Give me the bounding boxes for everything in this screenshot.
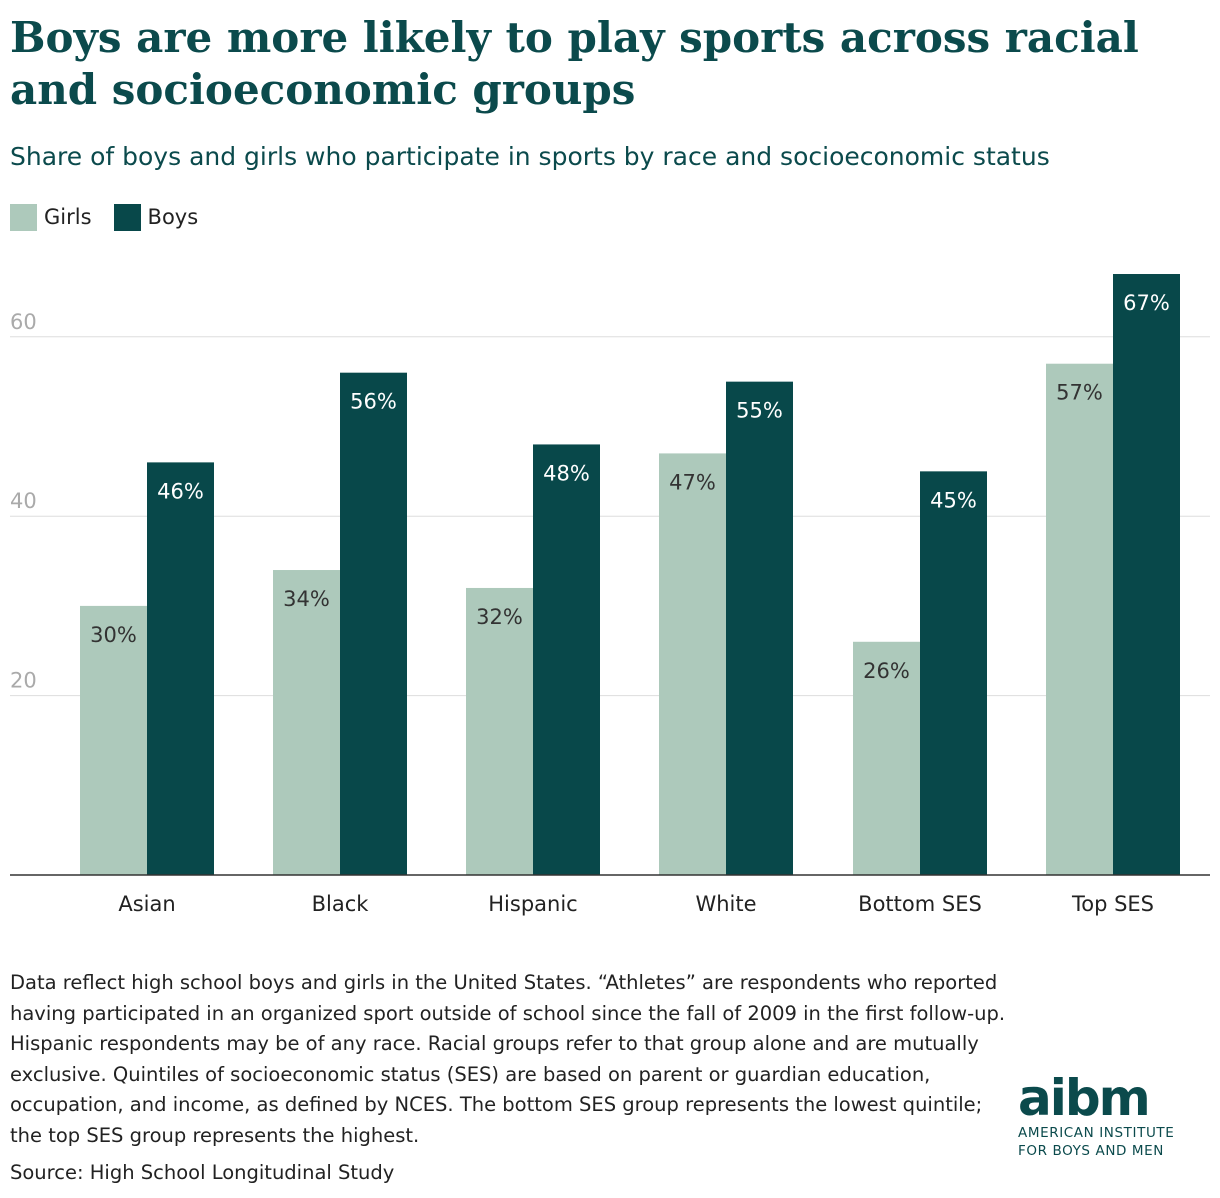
logo-wordmark: aibm [1018,1069,1151,1127]
x-tick-label-3: White [695,892,756,916]
bar-girls-1 [273,570,340,875]
logo-line-1: AMERICAN INSTITUTE [1018,1125,1175,1141]
y-tick-label-40: 40 [10,489,37,513]
data-label-boys-2: 48% [543,461,590,485]
data-label-boys-0: 46% [157,479,204,503]
bar-girls-0 [80,605,147,875]
legend-item-girls: Girls [10,203,92,231]
bar-boys-5 [1113,274,1180,875]
source-line: Source: High School Longitudinal Study [10,1161,395,1184]
bar-boys-2 [533,444,600,875]
bar-boys-4 [920,471,987,875]
y-tick-label-20: 20 [10,669,37,693]
bar-girls-4 [853,641,920,875]
data-label-girls-4: 26% [863,659,910,683]
data-label-girls-0: 30% [90,623,137,647]
bar-boys-3 [726,381,793,875]
bar-girls-2 [466,587,533,875]
data-label-girls-3: 47% [669,470,716,494]
logo-line-2: FOR BOYS AND MEN [1018,1143,1164,1159]
data-label-girls-2: 32% [476,605,523,629]
chart-subtitle: Share of boys and girls who participate … [10,142,1050,171]
x-tick-label-1: Black [312,892,370,916]
data-label-boys-1: 56% [350,390,397,414]
data-label-boys-4: 45% [930,488,977,512]
aibm-logo: aibm AMERICAN INSTITUTE FOR BOYS AND MEN [1018,1072,1208,1160]
data-label-boys-5: 67% [1123,291,1170,315]
legend-swatch-girls [10,203,37,231]
data-label-girls-5: 57% [1056,381,1103,405]
bar-girls-5 [1046,363,1113,875]
x-tick-label-2: Hispanic [488,892,577,916]
x-tick-label-0: Asian [118,892,175,916]
legend-label-boys: Boys [147,205,199,229]
bar-boys-0 [147,462,214,875]
legend-item-boys: Boys [113,203,199,231]
bar-boys-1 [340,372,407,875]
footnote: Data reflect high school boys and girls … [10,971,1006,1147]
x-tick-label-4: Bottom SES [858,892,982,916]
chart-title: Boys are more likely to play sports acro… [10,13,1139,114]
bar-girls-3 [659,453,726,875]
y-tick-label-60: 60 [10,310,37,334]
data-label-boys-3: 55% [736,399,783,423]
legend-swatch-boys [113,203,141,231]
data-label-girls-1: 34% [283,587,330,611]
legend-label-girls: Girls [44,205,92,229]
legend: Girls Boys [10,202,220,232]
x-tick-label-5: Top SES [1071,892,1154,916]
bar-chart: 20 40 60 30% 46% Asian 34% 56% Black 32% 48% Hispan… [10,274,1210,916]
